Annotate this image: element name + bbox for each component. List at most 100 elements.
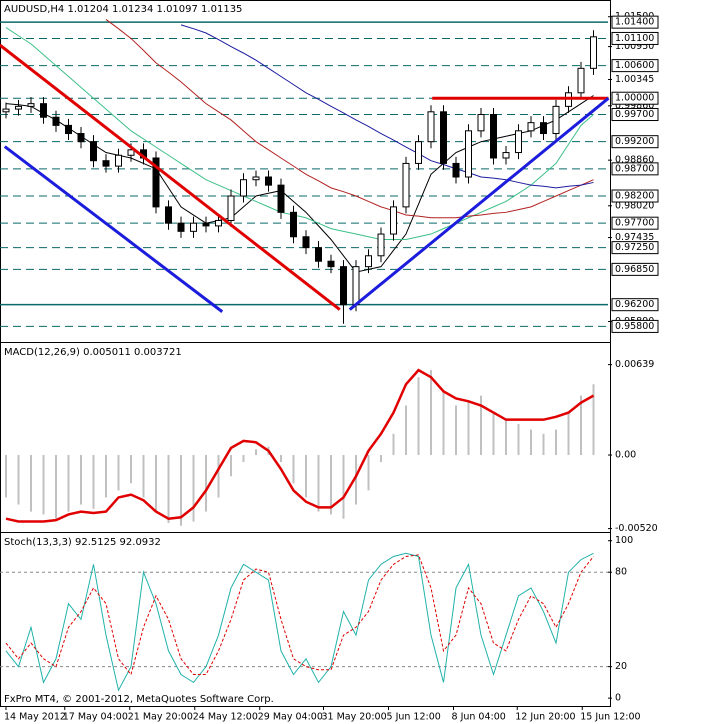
candle-body [402,162,410,208]
level-label-box [611,15,659,29]
indicator-line [180,24,594,189]
candle-body [252,176,260,181]
level-label-box [611,108,659,122]
macd-bar [580,395,582,456]
macd-bar [5,455,7,498]
candle-body [515,130,522,154]
candle-body [227,195,235,221]
macd-bar [217,455,220,498]
level-label: 1.01400 [615,17,654,28]
macd-bar [155,455,157,512]
candle-body [215,219,222,227]
level-label-box [611,31,659,45]
level-label: 0.98700 [615,163,654,174]
candle-body [415,141,422,164]
y-tick-label: 0.97435 [615,232,654,243]
level-label-box [611,189,659,203]
candle-body [40,103,47,118]
macd-header: MACD(12,26,9) 0.005011 0.003721 [4,347,182,358]
candle-body [352,266,360,306]
y-tick-label: 0.98020 [615,200,654,211]
macd-bar [42,455,45,515]
indicator-line [5,554,594,676]
candle-body [77,133,85,143]
candle-body [2,108,10,113]
trend-line [3,145,224,313]
x-tick-label: 17 May 04:00 [63,712,128,723]
level-label: 0.99700 [615,109,654,120]
candle-body [540,122,547,135]
macd-bar [392,433,395,456]
candle-body [190,222,197,232]
copyright: FxPro MT4, © 2001-2012, MetaQuotes Softw… [4,694,274,705]
trend-line [348,97,610,311]
y-tick-label: 0 [615,693,621,704]
candle-body [340,266,347,306]
macd-bar [442,391,445,456]
macd-bar [317,455,320,512]
candle-body [127,149,135,156]
macd-bar [67,455,70,512]
level-label: 1.01100 [615,33,654,44]
macd-bar [292,455,295,484]
y-tick-label: 1.00950 [615,41,654,52]
candle-body [277,184,285,213]
macd-bar [567,412,570,456]
x-tick-label: 29 May 04:00 [258,712,323,723]
candle-body [52,116,60,126]
candle-body [552,105,560,135]
candle-body [27,103,35,107]
candle-body [315,247,322,262]
macd-bar [467,401,470,456]
macd-bar [180,455,182,526]
y-tick-label: 80 [615,567,627,578]
macd-bar [105,455,107,498]
candle-body [590,36,597,69]
macd-bar [142,455,145,498]
macd-bar [30,455,32,512]
macd-bar [455,405,457,456]
candle-body [152,157,160,208]
macd-bar [480,395,482,456]
candle-body [115,154,122,167]
macd-bar [242,455,245,463]
x-tick-label: 21 May 20:00 [128,712,193,723]
macd-bar [492,412,495,456]
level-label: 1.00000 [615,93,654,104]
macd-bar [230,455,232,477]
macd-bar [192,455,195,522]
level-label-box [611,241,659,255]
candle-body [365,255,372,268]
y-tick-label: 0.00639 [615,359,654,370]
indicator-line [105,19,594,219]
macd-bar [355,455,357,505]
candle-body [90,141,97,162]
macd-bar [167,455,170,523]
macd-bar [92,455,95,509]
x-tick-label: 31 May 20:00 [322,712,387,723]
level-label: 0.96850 [615,264,654,275]
candle-body [265,176,272,186]
level-label: 0.97250 [615,242,654,253]
candle-body [452,162,460,178]
candle-body [477,114,485,132]
macd-bar [417,377,420,456]
y-tick-label: 100 [615,535,633,546]
macd-bar [430,370,432,456]
level-label: 0.99200 [615,136,654,147]
macd-bar [592,384,595,456]
macd-bar [330,455,332,515]
candle-body [290,211,297,238]
candle-body [527,122,535,132]
macd-bar [367,455,370,491]
level-label: 0.96200 [615,299,654,310]
x-tick-label: 14 May 2012 [4,712,66,723]
x-tick-label: 12 Jun 20:00 [515,712,575,723]
macd-bar [405,405,407,456]
level-label: 1.00600 [615,60,654,71]
level-label-box [611,91,659,105]
macd-bar [255,449,257,456]
indicator-line [5,552,594,692]
candle-body [440,111,447,164]
